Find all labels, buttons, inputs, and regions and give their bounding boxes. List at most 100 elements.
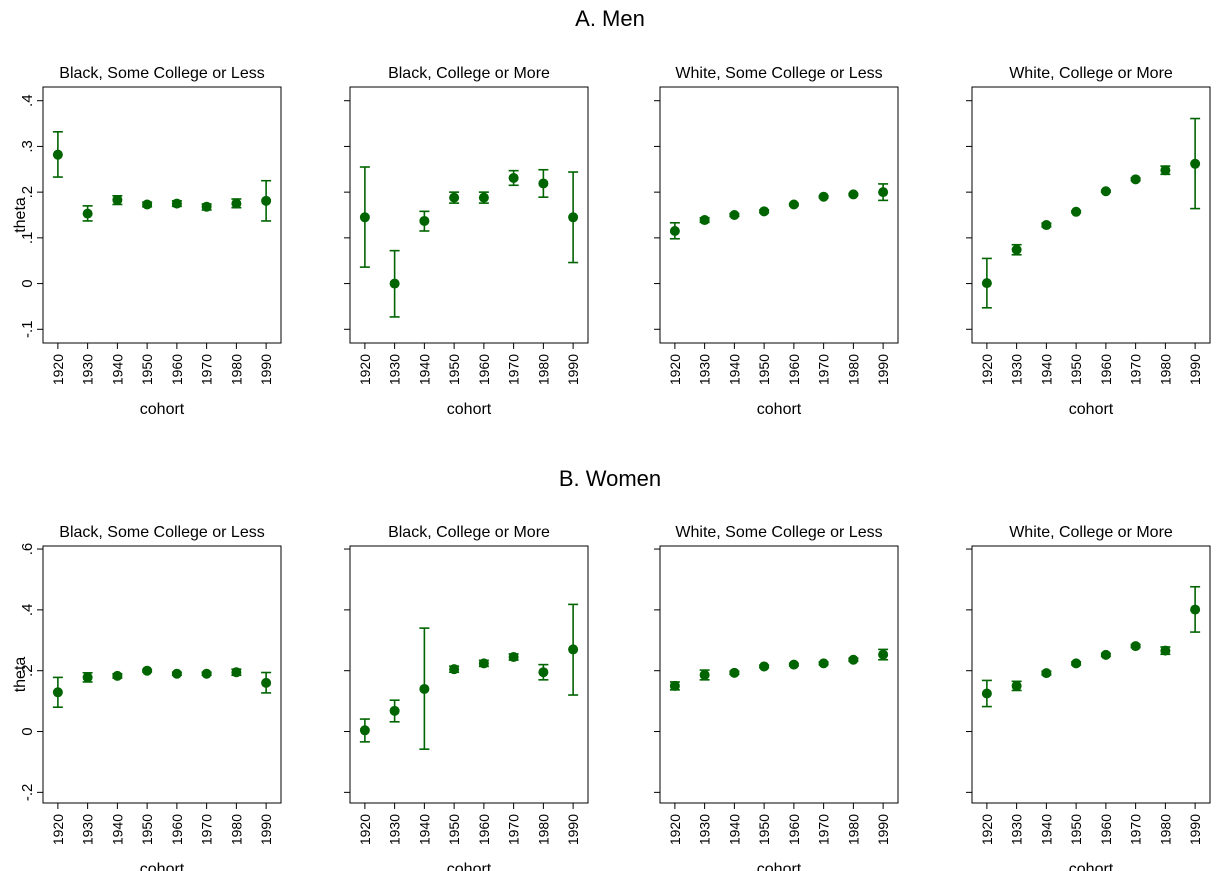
panel-1-frame (42, 86, 282, 344)
panel-6-xtick-label: 1990 (565, 814, 581, 845)
panel-7-xlabel: cohort (757, 861, 802, 871)
panel-4-point (1160, 165, 1171, 176)
panel-8-xtick-label: 1990 (1187, 814, 1203, 845)
panel-2-point (449, 192, 460, 203)
panel-2-xtick-label: 1920 (357, 354, 373, 385)
panel-7-point (878, 649, 889, 660)
panel-4-point (981, 278, 992, 289)
panel-8-xtick-label: 1950 (1068, 814, 1084, 845)
panel-1-xtick-label: 1950 (139, 354, 155, 385)
panel-3-frame (659, 86, 899, 344)
panel-7-point (699, 669, 710, 680)
panel-6-xlabel: cohort (447, 861, 492, 871)
panel-1-ytick-label: 0 (19, 279, 36, 287)
panel-8-xtick-label: 1970 (1128, 814, 1144, 845)
panel-1-point (142, 199, 153, 210)
panel-7-xtick-label: 1950 (756, 814, 772, 845)
panel-3-point (818, 191, 829, 202)
panel-4-xtick-label: 1930 (1009, 354, 1025, 385)
panel-5-xtick-label: 1940 (109, 814, 125, 845)
panel-7-xtick-label: 1940 (726, 814, 742, 845)
panel-5-xtick-label: 1930 (80, 814, 96, 845)
panel-3-xtick-label: 1980 (845, 354, 861, 385)
panel-3-point (699, 215, 710, 226)
panel-6-xtick-label: 1980 (535, 814, 551, 845)
panel-2-frame (349, 86, 589, 344)
panel-5-point (231, 667, 242, 678)
panel-8-frame (971, 545, 1211, 804)
panel-5-point (112, 670, 123, 681)
panel-3-point (878, 187, 889, 198)
panel-5-ytick-label: .4 (19, 604, 36, 617)
panel-3-point (729, 210, 740, 220)
panel-6-point (359, 725, 370, 736)
panel-1-ytick-label: .2 (19, 186, 36, 199)
panel-6-point (419, 683, 430, 694)
panel-8-xtick-label: 1980 (1157, 814, 1173, 845)
panel-6-xtick-label: 1920 (357, 814, 373, 845)
panel-6-point (389, 705, 400, 716)
panel-2-xtick-label: 1960 (476, 354, 492, 385)
panel-2-xtick-label: 1930 (387, 354, 403, 385)
panel-5-xtick-label: 1920 (50, 814, 66, 845)
panel-5-title: Black, Some College or Less (59, 524, 264, 541)
panel-2-point (359, 212, 370, 223)
panel-5-ytick-label: .2 (19, 664, 36, 677)
panel-1-point (171, 198, 182, 209)
panel-1-xtick-label: 1970 (199, 354, 215, 385)
panel-3-xtick-label: 1960 (786, 354, 802, 385)
panel-7-point (669, 680, 680, 691)
panel-8-point (1130, 641, 1141, 652)
panel-4-xtick-label: 1920 (979, 354, 995, 385)
panel-5-xtick-label: 1950 (139, 814, 155, 845)
panel-8-point (1100, 649, 1111, 660)
panel-1-point (231, 198, 242, 209)
panel-4-point (1011, 244, 1022, 255)
panel-8-point (981, 688, 992, 699)
panel-5-ytick-label: 0 (19, 727, 36, 735)
panel-5-xtick-label: 1960 (169, 814, 185, 845)
panel-2-xtick-label: 1970 (506, 354, 522, 385)
panel-8-point (1190, 604, 1201, 615)
panel-3-xtick-label: 1940 (726, 354, 742, 385)
panel-1-title: Black, Some College or Less (59, 65, 264, 82)
panel-3-xtick-label: 1920 (667, 354, 683, 385)
panel-4-xtick-label: 1940 (1038, 354, 1054, 385)
panel-8-xtick-label: 1920 (979, 814, 995, 845)
panel-2-point (389, 278, 400, 289)
panel-3-xlabel: cohort (757, 401, 802, 418)
panel-6-xtick-label: 1950 (446, 814, 462, 845)
panel-7-xtick-label: 1990 (875, 814, 891, 845)
panel-8-xlabel: cohort (1069, 861, 1114, 871)
panel-1-xtick-label: 1930 (80, 354, 96, 385)
panel-3-point (759, 206, 770, 217)
panel-1-xtick-label: 1980 (228, 354, 244, 385)
panel-2-point (419, 215, 430, 226)
panel-8-xtick-label: 1940 (1038, 814, 1054, 845)
panel-2-xtick-label: 1940 (416, 354, 432, 385)
panel-1-ytick-label: .1 (19, 232, 36, 245)
panel-8-title: White, College or More (1009, 524, 1173, 541)
panel-3-point (788, 199, 799, 210)
panel-2-point (568, 212, 579, 223)
panel-5-point (171, 668, 182, 679)
panel-6-point (538, 667, 549, 678)
panel-1-xtick-label: 1920 (50, 354, 66, 385)
panel-7-xtick-label: 1960 (786, 814, 802, 845)
panel-8-xtick-label: 1930 (1009, 814, 1025, 845)
panel-3-xtick-label: 1990 (875, 354, 891, 385)
panel-5-point (201, 668, 212, 679)
panel-3-point (848, 189, 859, 200)
panel-5-xtick-label: 1980 (228, 814, 244, 845)
panel-5-point (142, 665, 153, 676)
panel-7-xtick-label: 1930 (697, 814, 713, 845)
panel-2-xtick-label: 1950 (446, 354, 462, 385)
panel-7-point (818, 658, 829, 669)
panel-1-ytick-label: .4 (19, 94, 36, 107)
panel-1-xtick-label: 1940 (109, 354, 125, 385)
panel-4-point (1130, 174, 1141, 185)
panel-1-ylabel: theta (12, 197, 29, 233)
panel-5-ytick-label: .6 (19, 543, 36, 556)
panel-1-point (52, 149, 63, 160)
